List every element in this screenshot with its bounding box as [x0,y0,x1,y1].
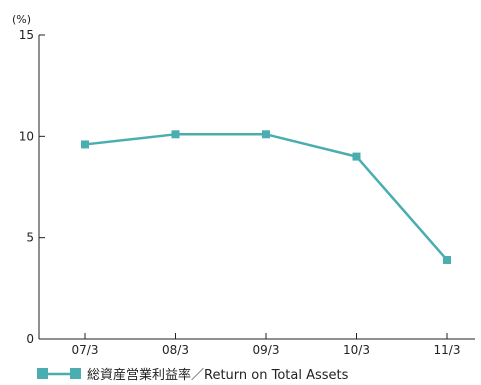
data-point-marker [443,255,451,264]
x-tick-label: 09/3 [253,343,280,357]
x-tick-label: 10/3 [343,343,370,357]
legend-series-label: 総資産営業利益率／Return on Total Assets [87,367,349,383]
legend: 総資産営業利益率／Return on Total Assets [37,367,349,383]
y-tick-label: 10 [19,129,34,143]
y-tick-label: 5 [26,231,34,245]
legend-marker-right [70,368,81,379]
y-ticks: 0 5 10 15 [19,28,45,346]
series-line [84,133,448,261]
data-point-marker [81,140,89,149]
x-tick-label: 08/3 [162,343,189,357]
y-tick-label: 0 [26,332,34,346]
legend-marker-left [37,368,48,379]
data-point-marker [262,130,270,139]
x-tick-label: 07/3 [72,343,99,357]
x-ticks: 07/3 08/3 09/3 10/3 11/3 [72,333,461,357]
x-tick-label: 11/3 [434,343,461,357]
series-layer [81,130,451,264]
y-unit-label: (%) [12,13,31,26]
y-tick-label: 15 [19,28,34,42]
data-point-marker [352,152,361,161]
data-point-marker [171,130,180,139]
